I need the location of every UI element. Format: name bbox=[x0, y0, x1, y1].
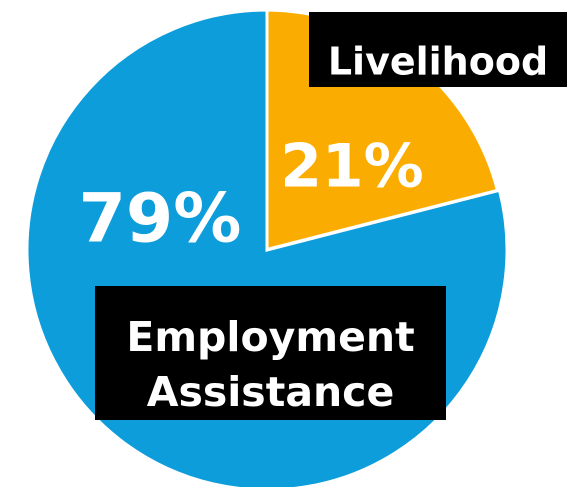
value-label-livelihood: 21% bbox=[280, 132, 424, 202]
slice-label-employment-assistance-line-1: Employment bbox=[126, 313, 414, 361]
slice-label-livelihood-line-1: Livelihood bbox=[328, 40, 548, 84]
slice-label-employment-assistance-line-2: Assistance bbox=[147, 368, 395, 416]
value-label-employment-assistance: 79% bbox=[79, 180, 242, 259]
